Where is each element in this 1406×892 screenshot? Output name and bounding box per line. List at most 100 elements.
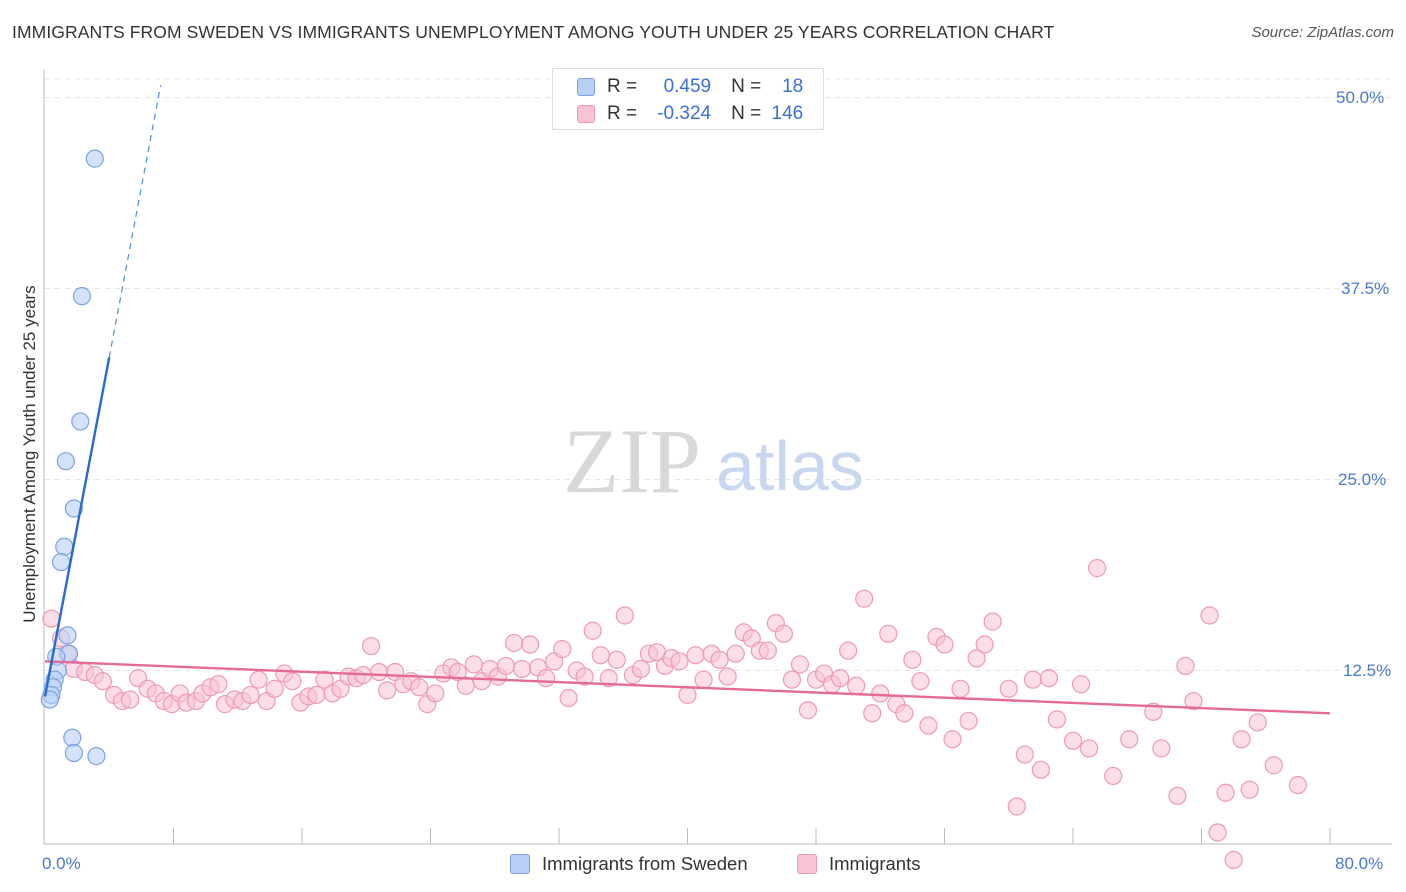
immigrants-point [512, 659, 532, 679]
immigrants-point [863, 704, 882, 723]
immigrants-point [599, 669, 618, 688]
sweden-trend-extension [108, 85, 162, 358]
bottom-legend-sweden: Immigrants from Sweden [510, 853, 748, 875]
immigrants-point [591, 646, 610, 665]
immigrants-point [426, 684, 445, 703]
immigrants-point [209, 675, 228, 694]
immigrants-point [456, 676, 475, 695]
sweden-point [51, 552, 71, 572]
immigrants-point [855, 589, 874, 608]
chart-title: IMMIGRANTS FROM SWEDEN VS IMMIGRANTS UNE… [12, 22, 1055, 42]
n-label: N = [731, 103, 762, 124]
y-tick-label: 12.5% [1343, 661, 1392, 680]
immigrants-point [121, 690, 140, 709]
r-label: R = [607, 103, 638, 124]
immigrants-point [283, 672, 302, 691]
r-label: R = [607, 76, 638, 97]
immigrants-point [839, 641, 858, 660]
sweden-r-value: 0.459 [663, 76, 712, 97]
immigrants-r-value: -0.324 [657, 103, 712, 124]
immigrants-point [790, 655, 810, 674]
n-label: N = [731, 76, 762, 97]
immigrants-point [1168, 786, 1187, 805]
immigrants-point [999, 679, 1018, 698]
correlation-legend: R = 0.459 N = 18 R = -0.324 N = 146 [552, 68, 824, 130]
immigrants-point [1079, 739, 1099, 758]
immigrants-point [464, 655, 483, 674]
immigrants-point [1240, 780, 1259, 799]
immigrants-point [782, 670, 802, 689]
immigrants-point [631, 659, 651, 679]
sweden-point [72, 287, 92, 306]
immigrants-point [1120, 730, 1139, 749]
immigrants-point [983, 612, 1002, 631]
immigrants-point [830, 669, 850, 688]
immigrants-point [1104, 766, 1123, 786]
immigrants-point [1071, 675, 1091, 694]
immigrants-point [758, 641, 777, 660]
immigrants-point [1087, 559, 1107, 578]
y-tick-label: 50.0% [1336, 88, 1385, 107]
immigrants-point [718, 667, 737, 686]
immigrants-point [370, 662, 389, 682]
immigrants-point [1264, 756, 1283, 775]
immigrants-point [1176, 656, 1195, 676]
sweden-point [64, 743, 84, 763]
immigrants-point [575, 667, 594, 686]
immigrants-point [1031, 760, 1050, 779]
gridlines [45, 78, 1392, 671]
immigrants-trend-line [44, 660, 1331, 715]
immigrants-point [670, 652, 689, 671]
sweden-legend-label: Immigrants from Sweden [542, 853, 748, 874]
immigrants-point [710, 650, 729, 669]
immigrants-point [895, 704, 914, 723]
immigrants-point [42, 609, 61, 628]
immigrants-point [361, 636, 381, 656]
watermark-zip: ZIP [563, 410, 701, 512]
immigrants-swatch [797, 854, 817, 874]
sweden-points [40, 149, 106, 766]
immigrants-point [1224, 850, 1243, 870]
watermark: ZIP atlas [563, 410, 864, 512]
immigrants-point [1007, 797, 1026, 816]
immigrants-point [871, 684, 890, 703]
immigrants-point [686, 646, 705, 665]
immigrants-point [537, 669, 556, 688]
immigrants-point [1152, 739, 1171, 758]
sweden-point [71, 412, 90, 431]
immigrants-swatch [577, 105, 595, 123]
immigrants-point [1248, 713, 1267, 732]
immigrants-point [774, 624, 793, 643]
immigrants-point [583, 621, 602, 640]
immigrants-point [879, 624, 898, 643]
immigrants-point [378, 681, 397, 700]
immigrants-point [448, 662, 467, 682]
immigrants-n-value: 146 [771, 103, 804, 124]
immigrants-point [975, 635, 994, 654]
immigrants-point [607, 650, 626, 669]
immigrants-point [1288, 775, 1307, 795]
y-axis-label: Unemployment Among Youth under 25 years [20, 285, 39, 623]
immigrants-point [919, 716, 938, 735]
sweden-swatch [510, 854, 530, 874]
y-tick-label: 25.0% [1338, 470, 1387, 489]
immigrants-point [1208, 823, 1227, 842]
immigrants-point [1047, 710, 1067, 729]
immigrants-point [265, 679, 284, 698]
immigrants-point [553, 640, 572, 659]
immigrants-point [1039, 669, 1059, 688]
sweden-point [87, 746, 106, 766]
immigrants-point [935, 635, 954, 654]
trend-lines [43, 85, 1331, 715]
immigrants-point [726, 644, 745, 663]
immigrants-point [520, 635, 540, 654]
sweden-point [63, 728, 82, 747]
immigrants-point [1015, 745, 1034, 764]
immigrants-point [943, 730, 962, 749]
immigrants-point [959, 711, 978, 731]
immigrants-point [1184, 691, 1203, 711]
legend-row-sweden: R = 0.459 N = 18 [577, 76, 803, 98]
immigrants-point [496, 656, 516, 676]
axes [43, 70, 1392, 845]
immigrants-point [241, 685, 260, 705]
